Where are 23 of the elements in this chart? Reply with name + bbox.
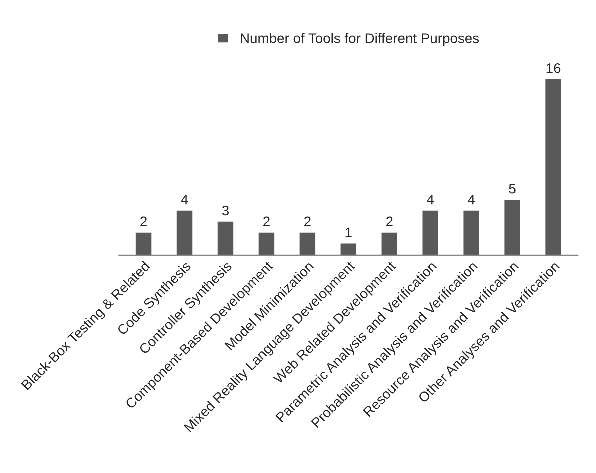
bar bbox=[218, 222, 234, 256]
data-label: 4 bbox=[427, 195, 434, 205]
data-label: 2 bbox=[264, 216, 270, 226]
data-label: 1 bbox=[346, 228, 352, 238]
bar bbox=[504, 200, 520, 256]
data-label: 16 bbox=[546, 63, 561, 74]
data-label: 2 bbox=[140, 216, 147, 226]
bar bbox=[300, 232, 316, 256]
bar bbox=[176, 210, 193, 256]
bar bbox=[382, 232, 398, 256]
data-label: 3 bbox=[222, 206, 229, 216]
bar bbox=[546, 80, 562, 256]
legend-label: Number of Tools for Different Purposes bbox=[241, 33, 480, 46]
data-label: 4 bbox=[181, 195, 188, 205]
bar bbox=[464, 210, 480, 256]
bar bbox=[340, 244, 357, 256]
data-label: 2 bbox=[386, 216, 393, 226]
data-label: 4 bbox=[468, 195, 476, 205]
data-label: 5 bbox=[509, 184, 516, 194]
bar bbox=[258, 232, 275, 256]
data-label: 2 bbox=[304, 216, 311, 226]
bar bbox=[136, 232, 152, 256]
bar bbox=[422, 210, 438, 256]
